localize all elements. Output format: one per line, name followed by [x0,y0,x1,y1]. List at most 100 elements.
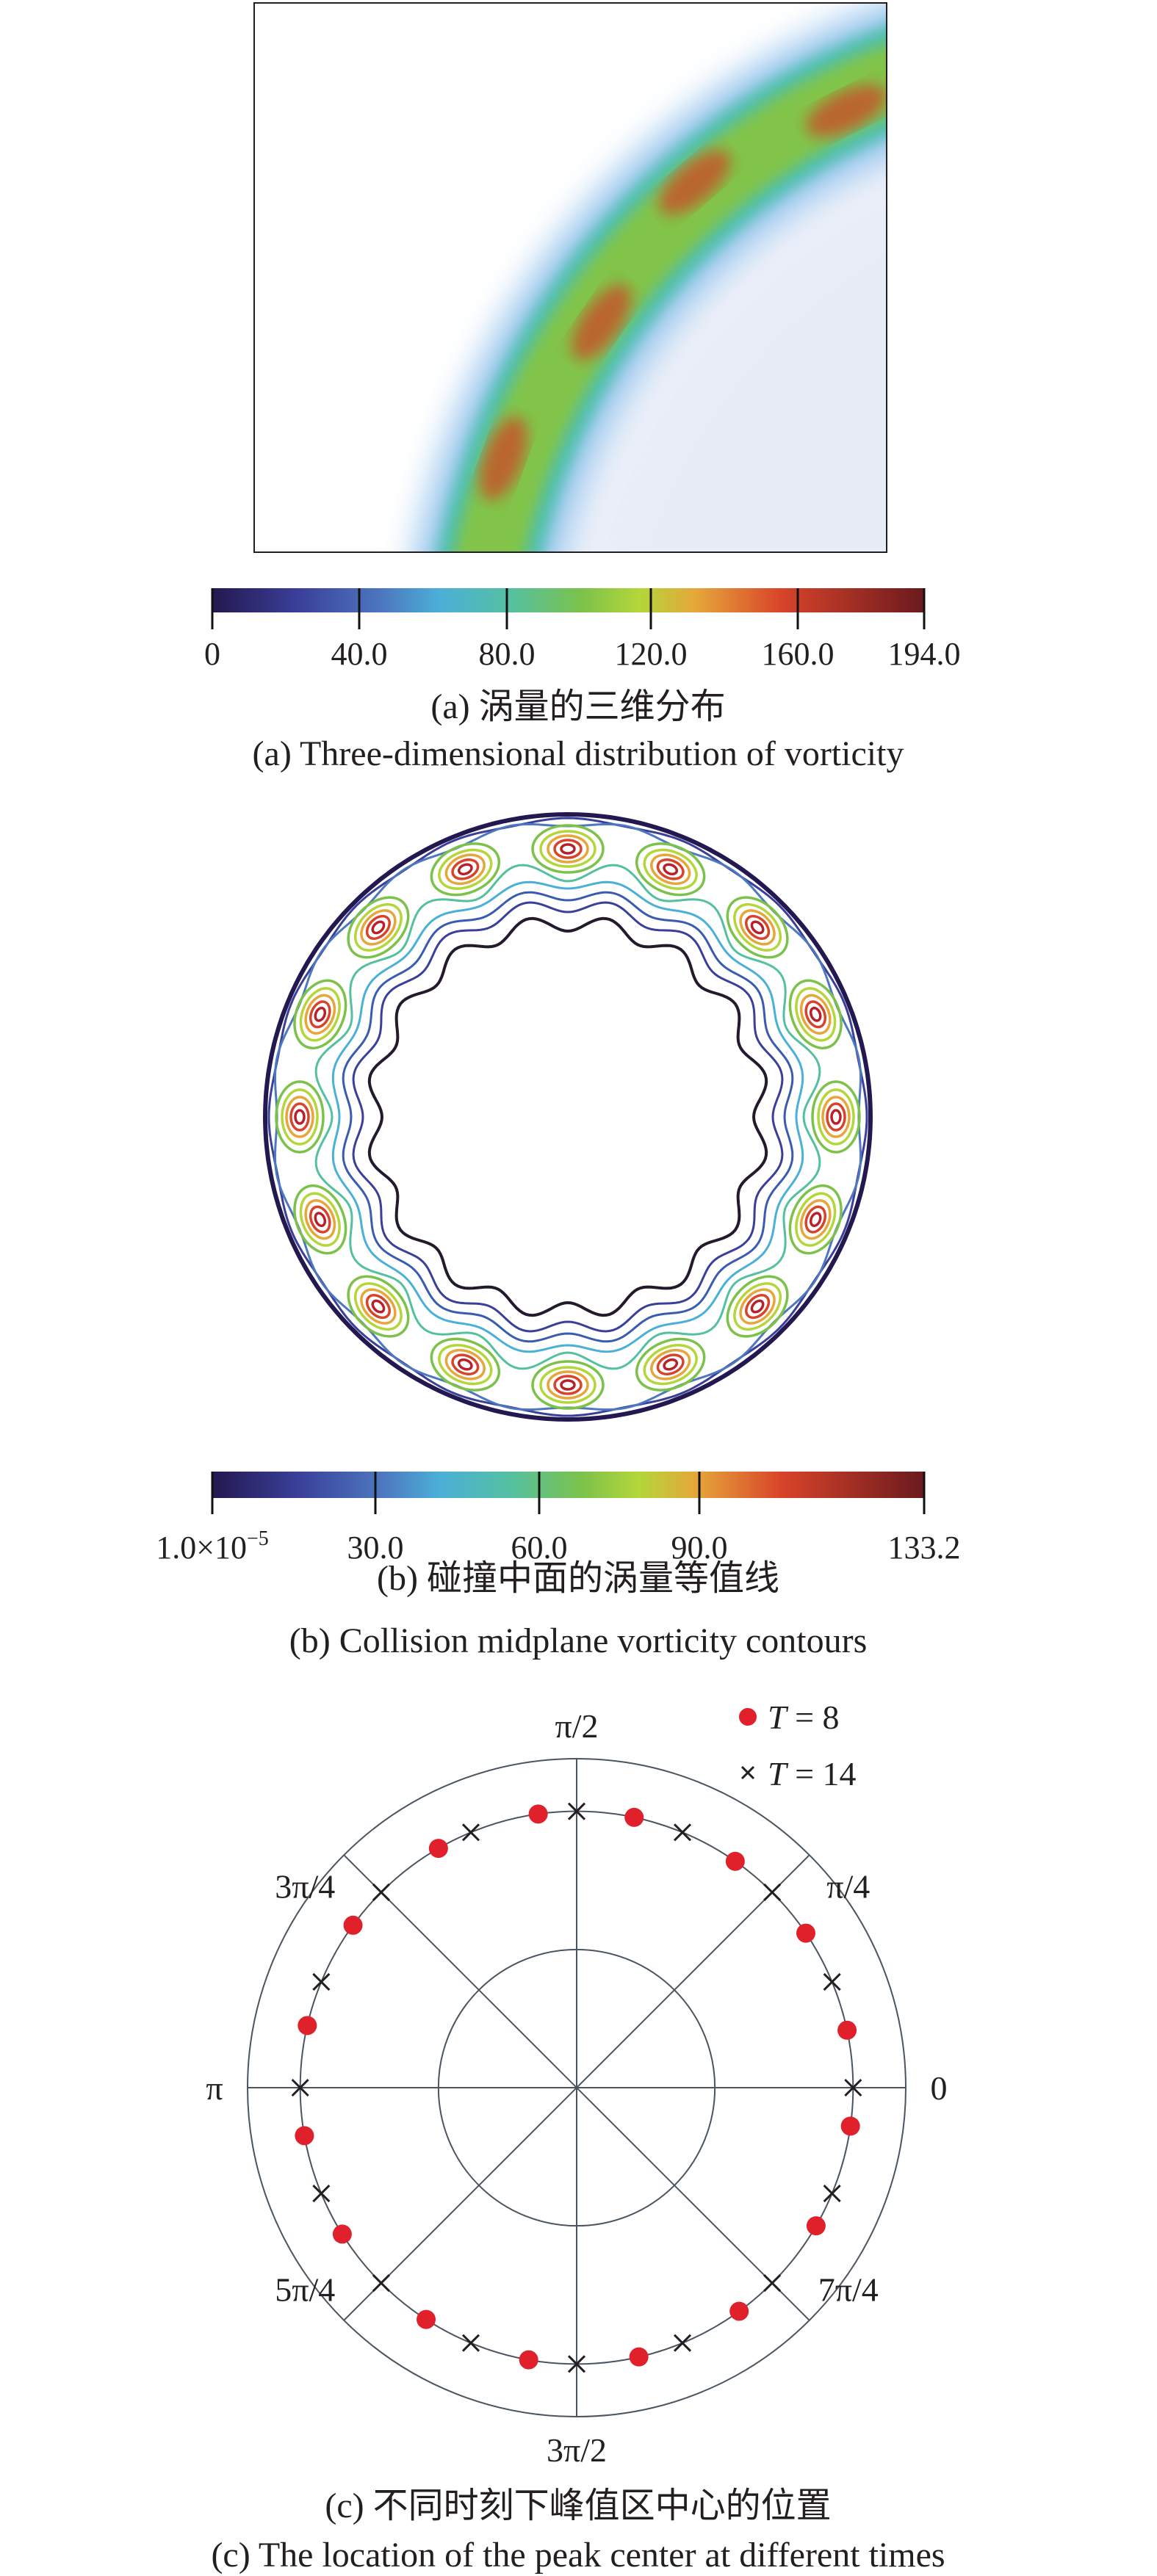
caption-b-en: (b) Collision midplane vorticity contour… [289,1621,868,1660]
peak-contour [457,863,473,876]
contour-line [367,916,768,1317]
colorbar-gradient [212,1472,924,1498]
peak-contour [750,920,765,935]
colorbar-tick-label: 60.0 [511,1530,568,1566]
colorbar-b-min-label: 1.0×10−5 [156,1527,269,1566]
data-point-t8 [528,1804,548,1824]
data-point-t14 [567,2355,586,2373]
data-point-t8 [343,1915,363,1935]
peak-contour [547,834,589,864]
peak-contour [430,842,501,897]
angle-label: π [206,2069,223,2107]
peak-contour [365,1294,391,1320]
caption-a-cn: (a) 涡量的三维分布 [430,687,725,726]
peak-contour [353,1282,403,1331]
peak-contour [553,839,583,859]
data-point-t8 [298,2016,317,2036]
peak-contour [444,1348,486,1381]
polar-peak-plot: 0 π/4 π/2 3π/4 π 5π/4 3π/2 7π/4 [206,1707,947,2469]
data-point-t14 [461,2334,480,2352]
data-point-t8 [428,1839,448,1859]
peak-contour [635,1337,706,1392]
peak-contour [309,1205,331,1234]
peak-contour [745,1294,771,1320]
vorticity-contours [262,811,873,1422]
caption-c-en: (c) The location of the peak center at d… [211,2536,945,2575]
contour-line [342,891,794,1343]
legend: T = 8 T = 14 [739,1698,857,1792]
peak-contour [539,1366,596,1404]
peak-contour [314,1006,327,1022]
contour-line [262,811,873,1422]
peak-contour [560,1379,576,1391]
peak-contour [281,1088,319,1146]
data-point-t14 [291,2078,309,2097]
data-point-t14 [763,2274,782,2293]
caption-c-cn: (c) 不同时刻下峰值区中心的位置 [325,2486,831,2525]
colorbar-tick-label: 160.0 [762,636,835,672]
peak-contour [726,896,789,959]
data-point-t8 [796,1923,815,1943]
peak-contour [438,848,493,890]
peak-contour [663,863,679,876]
peak-contour [799,1199,832,1240]
colorbar-a: 0 40.0 80.0 120.0 160.0 194.0 [204,588,961,672]
peak-contour [438,1344,493,1386]
peak-contour [643,1344,698,1386]
data-point-t8 [624,1807,644,1827]
caption-a-en: (a) Three-dimensional distribution of vo… [253,734,904,773]
peak-contour [817,1088,855,1146]
peak-contour [560,843,576,855]
peak-contour [285,1096,314,1138]
angle-label: 5π/4 [275,2271,335,2309]
peak-contour [309,1000,331,1029]
data-point-t8 [840,2116,860,2136]
peak-contour [804,1000,827,1029]
data-point-t14 [823,1972,841,1991]
peak-contour [451,1353,480,1376]
vorticity-peak [659,150,731,215]
peak-contour [733,1282,782,1331]
peak-contour [531,1360,605,1410]
peak-contour [360,909,397,946]
peak-contour [650,853,691,886]
peak-contour [299,1192,341,1247]
colorbar-tick-label: 133.2 [888,1530,961,1566]
colorbar-b: 30.0 60.0 90.0 133.2 1.0×10−5 [156,1472,961,1566]
peak-contour [293,979,347,1050]
data-point-t14 [823,2184,841,2203]
angle-label: π/2 [555,1707,598,1745]
peak-contour [457,1358,473,1371]
peak-contour [531,824,605,874]
peak-contour [788,1184,843,1255]
colorbar-tick-label: 80.0 [479,636,536,672]
data-point-t8 [806,2216,826,2236]
peak-contour [347,1275,410,1338]
vorticity-peak [572,284,632,361]
data-point-t8 [837,2020,857,2040]
peak-contour [371,1299,386,1314]
peak-contour [739,1288,776,1325]
peak-contour [809,1006,822,1022]
colorbar-tick-label: 194.0 [888,636,961,672]
peak-contour [643,848,698,890]
peak-contour [656,1353,685,1376]
data-point-t8 [417,2309,436,2329]
legend-cross-marker [740,1765,755,1780]
vorticity-peak [480,416,527,501]
colorbar-tick-label: 90.0 [671,1530,728,1566]
legend-t14: T = 14 [768,1755,857,1792]
peak-contour [289,1102,310,1132]
angle-label: 3π/2 [547,2431,607,2469]
data-point-t8 [332,2224,352,2244]
angular-grid-line [343,1854,810,2321]
peak-contour [795,987,837,1042]
inner-haze [561,156,887,552]
colorbar-tick-label: 30.0 [347,1530,404,1566]
peak-contour [304,994,336,1035]
peak-contour [830,1109,842,1125]
peak-contour [663,1358,679,1371]
peak-contour [826,1102,846,1132]
peak-contour [795,1192,837,1247]
